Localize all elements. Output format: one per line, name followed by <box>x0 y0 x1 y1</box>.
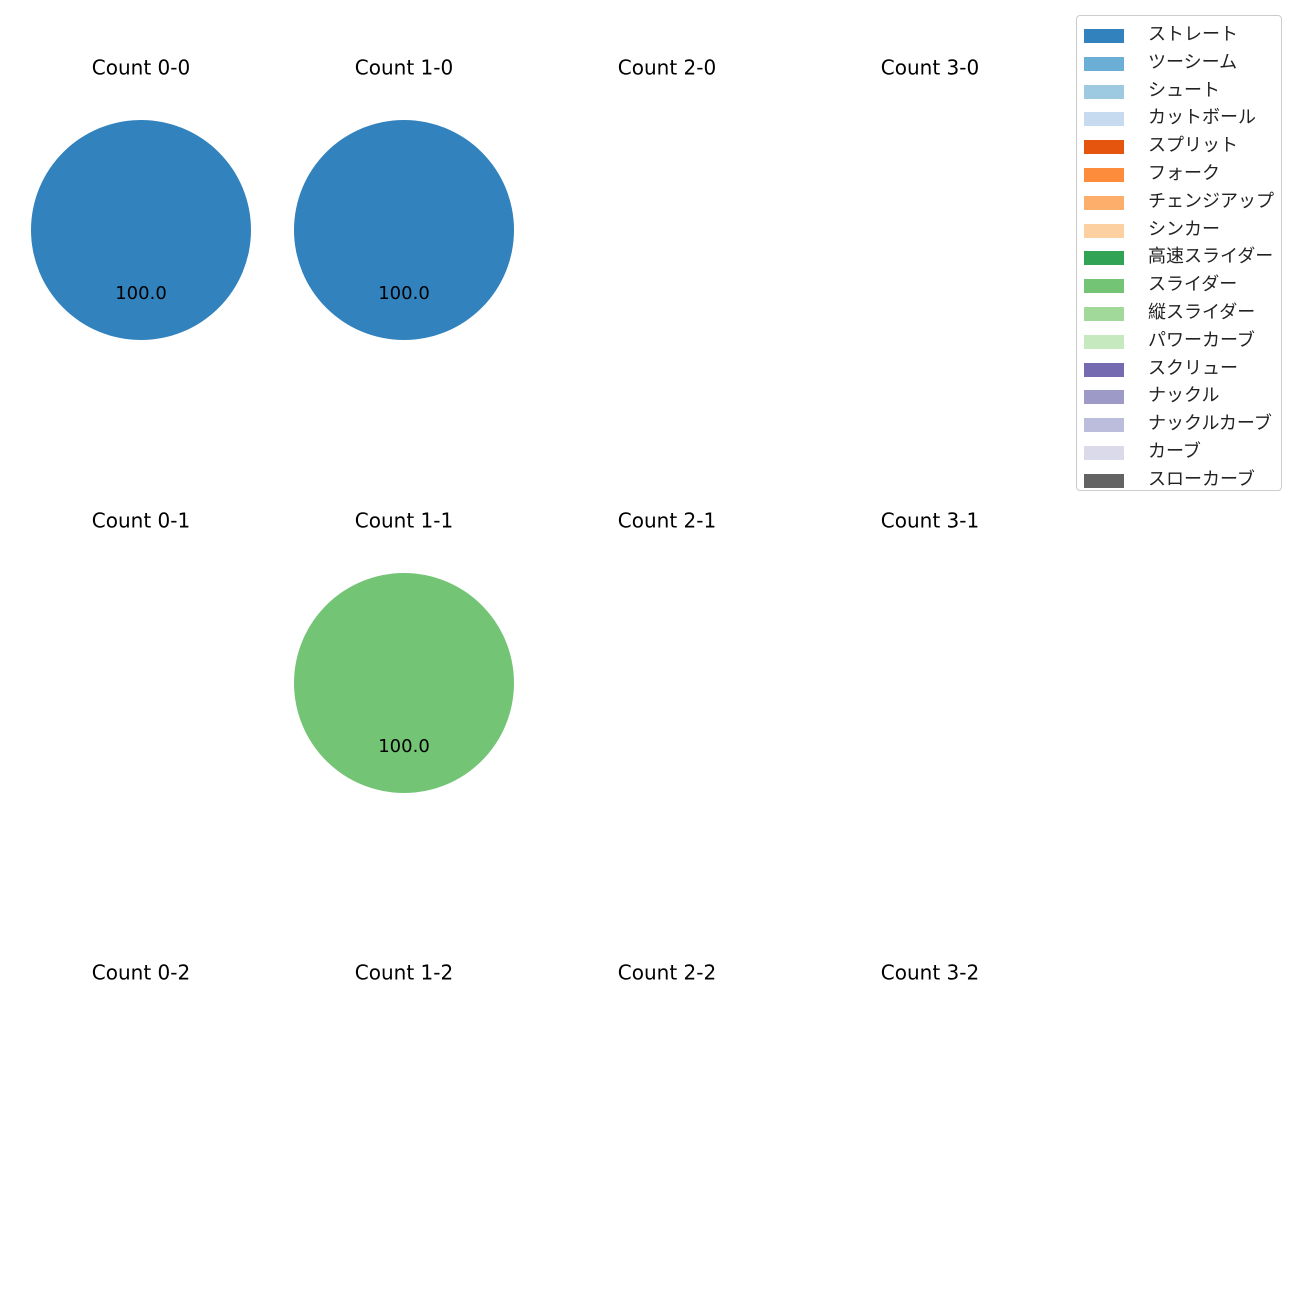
panel-title: Count 2-1 <box>618 509 716 533</box>
legend-entry: カットボール <box>1084 106 1280 129</box>
panel-title: Count 3-2 <box>881 961 979 985</box>
legend-swatch <box>1084 307 1124 321</box>
legend-label: スローカーブ <box>1148 468 1255 490</box>
legend-label: スクリュー <box>1148 357 1238 379</box>
legend-swatch <box>1084 112 1124 127</box>
legend-swatch <box>1084 140 1124 155</box>
legend-label: シュート <box>1148 79 1220 101</box>
panel-title: Count 0-2 <box>92 961 190 985</box>
pie-slice <box>294 573 514 793</box>
legend-label: スプリット <box>1148 135 1238 157</box>
legend-swatch <box>1084 223 1124 238</box>
legend-swatch <box>1084 168 1124 182</box>
panel-title: Count 1-2 <box>355 961 453 985</box>
legend-swatch <box>1084 56 1124 71</box>
legend-entry: ナックル <box>1084 384 1280 407</box>
panel-title: Count 1-1 <box>355 509 453 533</box>
panel-title: Count 2-0 <box>618 56 716 80</box>
slice-value-label: 100.0 <box>115 283 167 304</box>
legend-label: チェンジアップ <box>1148 190 1274 212</box>
legend-entry: スローカーブ <box>1084 468 1280 490</box>
legend-entry: カーブ <box>1084 440 1280 462</box>
legend-swatch <box>1084 473 1124 488</box>
legend-swatch <box>1084 279 1124 294</box>
panel-title: Count 2-2 <box>618 961 716 985</box>
legend-label: 高速スライダー <box>1148 246 1274 268</box>
legend-label: ストレート <box>1148 24 1238 45</box>
legend-label: シンカー <box>1148 218 1220 240</box>
panel-title: Count 1-0 <box>355 56 453 80</box>
legend-label: ツーシーム <box>1148 51 1238 73</box>
legend-entry: ストレート <box>1084 23 1280 45</box>
legend-label: フォーク <box>1148 163 1220 184</box>
legend-label: スライダー <box>1148 274 1238 296</box>
legend-entry: スクリュー <box>1084 357 1280 379</box>
legend-label: ナックル <box>1148 385 1220 407</box>
legend-swatch <box>1084 29 1124 43</box>
legend-entry: パワーカーブ <box>1084 329 1280 351</box>
legend-label: カーブ <box>1148 441 1201 462</box>
pie-slice <box>31 120 251 340</box>
legend-label: カットボール <box>1148 107 1256 129</box>
legend-entry: ナックルカーブ <box>1084 412 1280 435</box>
legend-entry: フォーク <box>1084 162 1280 184</box>
legend-swatch <box>1084 446 1124 460</box>
legend-swatch <box>1084 84 1124 99</box>
legend: ストレートツーシームシュートカットボール スプリットフォークチェンジアップ シンカー… <box>1076 15 1282 491</box>
slice-value-label: 100.0 <box>378 283 430 304</box>
panel-title: Count 0-1 <box>92 509 190 533</box>
legend-entry: 縦スライダー <box>1084 301 1280 323</box>
legend-entry: スプリット <box>1084 134 1280 157</box>
pie-slice <box>294 120 514 340</box>
legend-label: 縦スライダー <box>1148 302 1256 323</box>
panel-title: Count 3-1 <box>881 509 979 533</box>
legend-swatch <box>1084 251 1124 266</box>
legend-label: ナックルカーブ <box>1148 413 1272 435</box>
legend-entry: スライダー <box>1084 273 1280 296</box>
slice-value-label: 100.0 <box>378 736 430 757</box>
legend-entry: ツーシーム <box>1084 51 1280 73</box>
legend-swatch <box>1084 418 1124 433</box>
legend-swatch <box>1084 195 1124 210</box>
legend-entry: 高速スライダー <box>1084 245 1280 268</box>
panel-title: Count 3-0 <box>881 56 979 80</box>
legend-entry: チェンジアップ <box>1084 190 1280 212</box>
panel-title: Count 0-0 <box>92 56 190 80</box>
legend-entry: シュート <box>1084 79 1280 101</box>
legend-label: パワーカーブ <box>1148 329 1255 351</box>
legend-entry: シンカー <box>1084 218 1280 240</box>
legend-swatch <box>1084 334 1124 349</box>
legend-swatch <box>1084 362 1124 377</box>
legend-swatch <box>1084 390 1124 405</box>
